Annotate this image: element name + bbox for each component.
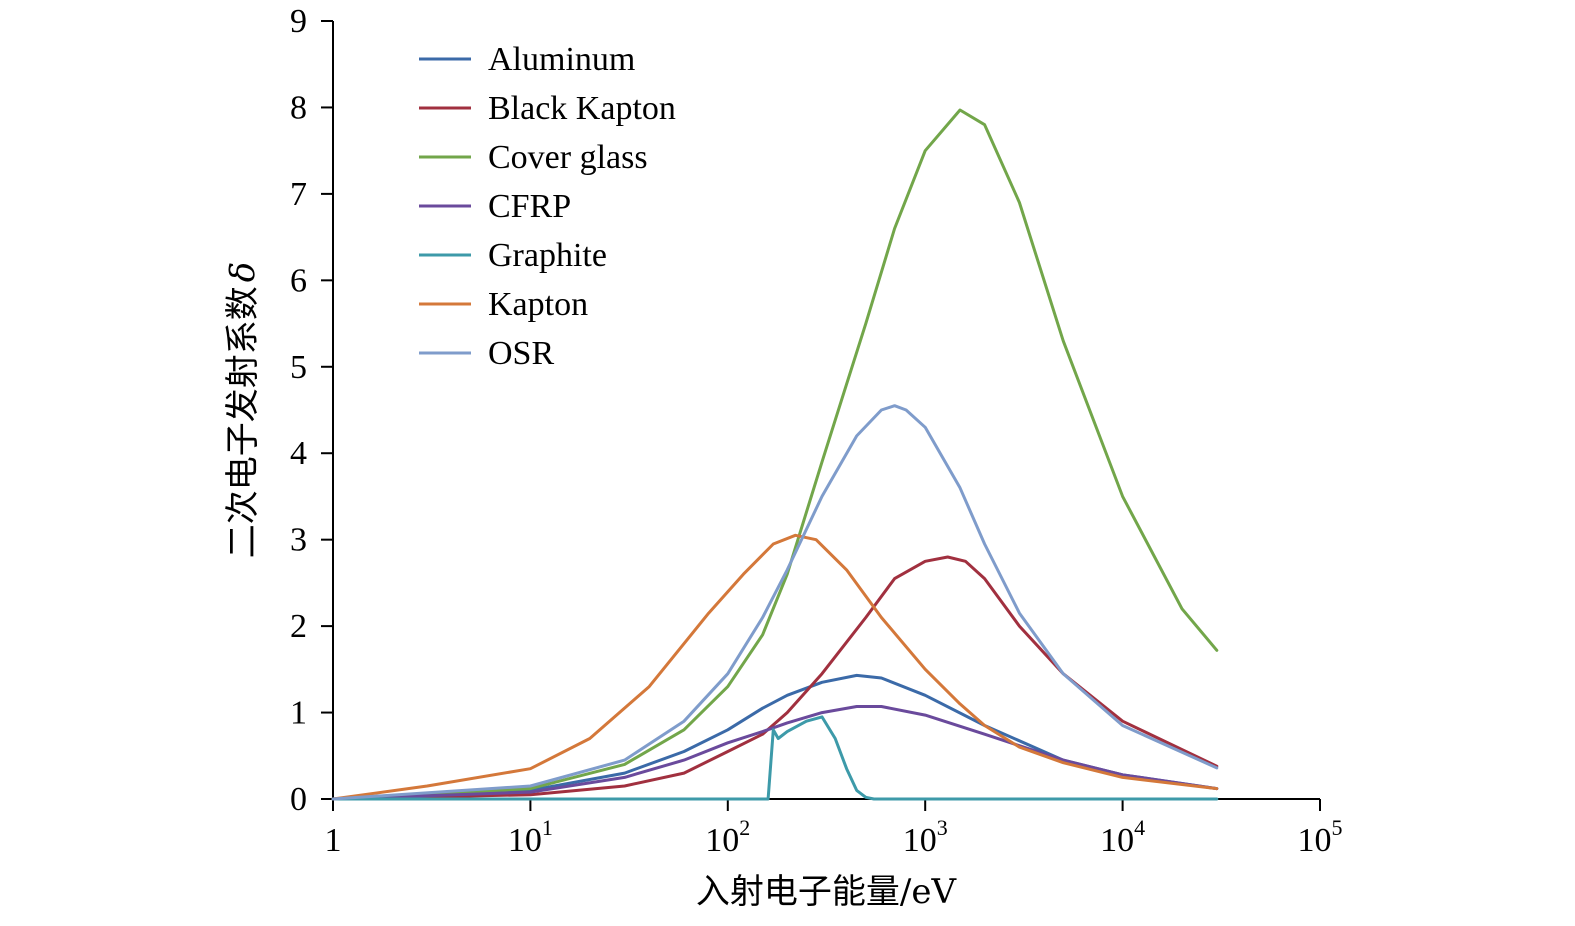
legend: Aluminum Black Kapton Cover glass CFRP Graph… xyxy=(419,41,676,372)
y-tick-label: 2 xyxy=(290,608,307,645)
x-tick-label: 103 xyxy=(903,815,948,859)
legend-label: Cover glass xyxy=(488,139,648,176)
x-tick-base: 10 xyxy=(705,822,739,859)
y-tick-label: 1 xyxy=(290,695,307,732)
series-line-black-kapton xyxy=(331,555,1219,801)
legend-label: Aluminum xyxy=(488,41,635,78)
y-axis-title-symbol: δ xyxy=(223,262,263,282)
y-tick-label: 3 xyxy=(290,522,307,559)
series-line-graphite xyxy=(331,715,1219,801)
x-tick-exponent: 1 xyxy=(542,815,553,840)
series-group xyxy=(331,108,1219,801)
x-axis-title: 入射电子能量/eV xyxy=(696,872,958,912)
series-line-aluminum xyxy=(331,673,1219,801)
y-tick-label: 8 xyxy=(290,89,307,126)
y-tick-label: 9 xyxy=(290,3,307,40)
x-tick-label: 104 xyxy=(1100,815,1145,859)
x-tick-label: 1 xyxy=(325,822,342,859)
x-tick-base: 10 xyxy=(1298,822,1332,859)
y-tick-label: 5 xyxy=(290,349,307,386)
y-axis-title: 二次电子发射系数 δ xyxy=(223,262,263,558)
x-tick-exponent: 3 xyxy=(937,815,948,840)
legend-label: CFRP xyxy=(488,188,571,225)
series-line-osr xyxy=(331,404,1219,801)
legend-label: OSR xyxy=(488,335,554,372)
y-axis-title-main: 二次电子发射系数 xyxy=(223,286,263,558)
x-tick-base: 10 xyxy=(508,822,542,859)
x-tick-base: 10 xyxy=(1100,822,1134,859)
legend-label: Black Kapton xyxy=(488,90,676,127)
x-tick-label: 101 xyxy=(508,815,553,859)
x-tick-base: 10 xyxy=(903,822,937,859)
x-tick-label: 105 xyxy=(1298,815,1343,859)
legend-label: Kapton xyxy=(488,286,588,323)
x-tick-base: 1 xyxy=(325,822,342,859)
series-line-kapton xyxy=(331,533,1219,801)
x-tick-label: 102 xyxy=(705,815,750,859)
x-tick-exponent: 4 xyxy=(1134,815,1145,840)
y-tick-label: 7 xyxy=(290,176,307,213)
x-tick-exponent: 2 xyxy=(739,815,750,840)
series-line-cfrp xyxy=(331,705,1219,801)
series-line-cover-glass xyxy=(331,108,1219,801)
y-tick-label: 0 xyxy=(290,781,307,818)
y-tick-label: 4 xyxy=(290,435,307,472)
y-tick-label: 6 xyxy=(290,262,307,299)
legend-label: Graphite xyxy=(488,237,607,274)
x-tick-exponent: 5 xyxy=(1332,815,1343,840)
